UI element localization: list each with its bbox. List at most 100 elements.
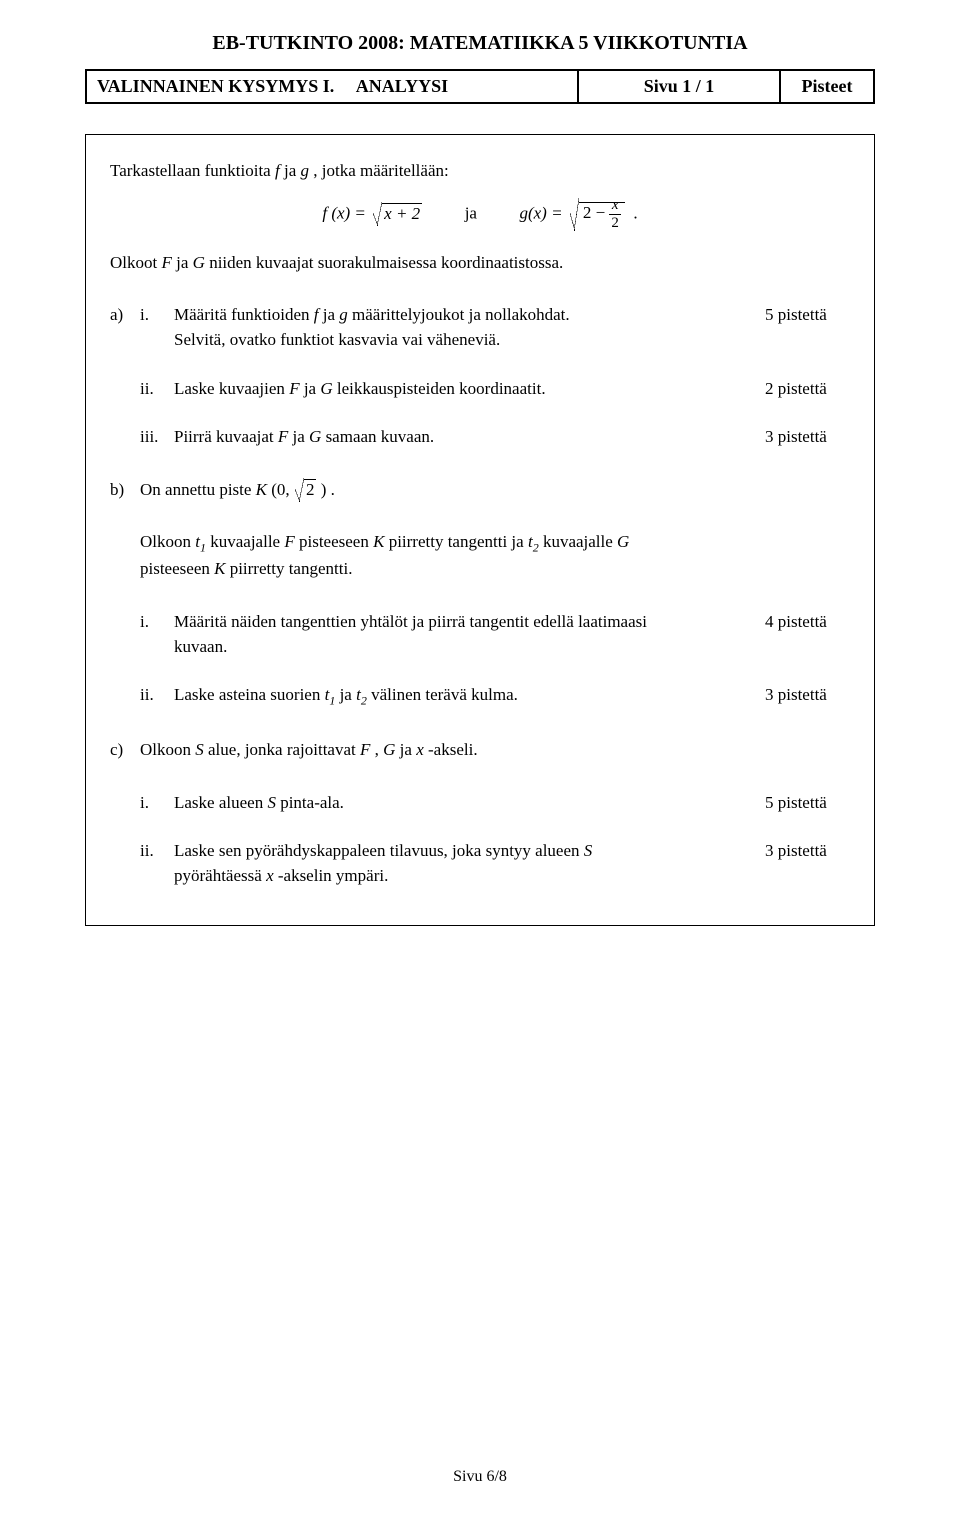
item-a-i: a) i. Määritä funktioiden f ja g määritt… [110,297,850,358]
a-i-points: 5 pistettä [765,297,850,358]
sym-f: f [275,161,280,180]
item-c-i: i. Laske alueen S pinta-ala. 5 pistettä [110,785,850,822]
sym-t2: t2 [528,532,539,551]
sym-x: x [416,740,424,759]
sqrt-arg: x + 2 [382,203,422,223]
frac-num: x [609,198,621,215]
sym-t2: t2 [356,685,367,704]
items-section: a) i. Määritä funktioiden f ja g määritt… [110,297,850,894]
c-ii-body: Laske sen pyörähdyskappaleen tilavuus, j… [174,833,765,894]
txt: alue, jonka rajoittavat [208,740,360,759]
txt: kuvaan. [174,637,227,656]
a-iii-body: Piirrä kuvaajat F ja G samaan kuvaan. [174,419,765,456]
intro-line1: Tarkastellaan funktioita f ja g , jotka … [110,159,850,184]
sym-f: f [314,305,319,324]
sym-g: g [301,161,310,180]
roman-i: i. [140,604,174,665]
b-ii-body: Laske asteina suorien t1 ja t2 välinen t… [174,677,765,716]
header-question: VALINNAINEN KYSYMYS I. ANALYYSI [86,70,578,103]
txt: . [331,480,335,499]
txt: ja [304,379,321,398]
label-c: c) [110,732,140,769]
a-ii-body: Laske kuvaajien F ja G leikkauspisteiden… [174,371,765,408]
txt: pisteeseen [299,532,373,551]
roman-ii: ii. [140,371,174,408]
intro-text: , jotka määritellään: [313,161,448,180]
header-page-cell: Sivu 1 / 1 [578,70,780,103]
two-const: 2 [583,203,592,222]
sym-S: S [267,793,276,812]
footer: Sivu 6/8 [0,1468,960,1486]
sym-K: K [214,559,225,578]
header-points-cell: Pisteet [780,70,874,103]
txt: , [375,740,384,759]
formula-gx: g(x) = [519,203,562,222]
a-iii-points: 3 pistettä [765,419,850,456]
sqrt-2: 2 [304,479,317,499]
txt: ja [293,427,310,446]
b-ii-points: 3 pistettä [765,677,850,716]
roman-iii: iii. [140,419,174,456]
txt: Määritä funktioiden [174,305,314,324]
sqrt-x-plus-2: x + 2 [382,202,422,227]
txt: Laske sen pyörähdyskappaleen tilavuus, j… [174,841,584,860]
item-b-para: Olkoon t1 kuvaajalle F pisteeseen K piir… [110,524,850,587]
txt: Laske asteina suorien [174,685,325,704]
intro-text: ja [284,161,301,180]
txt: piirretty tangentti ja [389,532,528,551]
roman-ii: ii. [140,677,174,716]
sym-F: F [161,253,171,272]
txt: (0, [271,480,294,499]
c-ii-points: 3 pistettä [765,833,850,894]
label-b: b) [110,472,140,509]
sym-G: G [383,740,395,759]
content-box: Tarkastellaan funktioita f ja g , jotka … [85,134,875,926]
b-intro-body: On annettu piste K (0, 2 ) . [140,472,765,509]
item-a-iii: iii. Piirrä kuvaajat F ja G samaan kuvaa… [110,419,850,456]
intro-line2: Olkoot F ja G niiden kuvaajat suorakulma… [110,251,850,276]
roman-i: i. [140,785,174,822]
c-i-body: Laske alueen S pinta-ala. [174,785,765,822]
fraction-x-over-2: x 2 [609,198,621,231]
label-a: a) [110,297,140,358]
sym-K: K [373,532,384,551]
item-a-ii: ii. Laske kuvaajien F ja G leikkauspiste… [110,371,850,408]
b-i-points: 4 pistettä [765,604,850,665]
txt: piirretty tangentti. [230,559,353,578]
formula-ja: ja [465,203,477,222]
txt: Määritä näiden tangenttien yhtälöt ja pi… [174,612,647,631]
txt: pyörähtäessä [174,866,266,885]
c-intro-body: Olkoon S alue, jonka rajoittavat F , G j… [140,732,765,769]
txt: leikkauspisteiden koordinaatit. [337,379,546,398]
formula-line: f (x) = x + 2 ja g(x) = 2 − x 2 [110,198,850,231]
page: EB-TUTKINTO 2008: MATEMATIIKKA 5 VIIKKOT… [0,0,960,1520]
question-label: VALINNAINEN KYSYMYS I. [97,76,334,96]
sym-t1: t1 [325,685,336,704]
txt: Olkoon [140,532,195,551]
txt: kuvaajalle [210,532,284,551]
frac-den: 2 [609,215,621,231]
txt: ja [340,685,357,704]
txt: pinta-ala. [280,793,344,812]
sqrt-2-minus-frac: 2 − x 2 [579,198,625,231]
txt: ja [323,305,340,324]
txt: Piirrä kuvaajat [174,427,278,446]
header-table: VALINNAINEN KYSYMYS I. ANALYYSI Sivu 1 /… [85,69,875,104]
txt: määrittelyjoukot ja nollakohdat. [352,305,570,324]
item-c-intro: c) Olkoon S alue, jonka rajoittavat F , … [110,732,850,769]
a-ii-points: 2 pistettä [765,371,850,408]
txt: -akselin ympäri. [278,866,388,885]
sym-S: S [584,841,593,860]
roman-i: i. [140,297,174,358]
txt: ja [400,740,417,759]
b-para-body: Olkoon t1 kuvaajalle F pisteeseen K piir… [140,524,765,587]
intro-text: Tarkastellaan funktioita [110,161,275,180]
txt: Laske kuvaajien [174,379,289,398]
sym-G: G [617,532,629,551]
sym-G: G [309,427,321,446]
txt: samaan kuvaan. [326,427,435,446]
item-c-ii: ii. Laske sen pyörähdyskappaleen tilavuu… [110,833,850,894]
sym-G: G [193,253,205,272]
topic-label: ANALYYSI [356,76,448,96]
txt: välinen terävä kulma. [371,685,518,704]
